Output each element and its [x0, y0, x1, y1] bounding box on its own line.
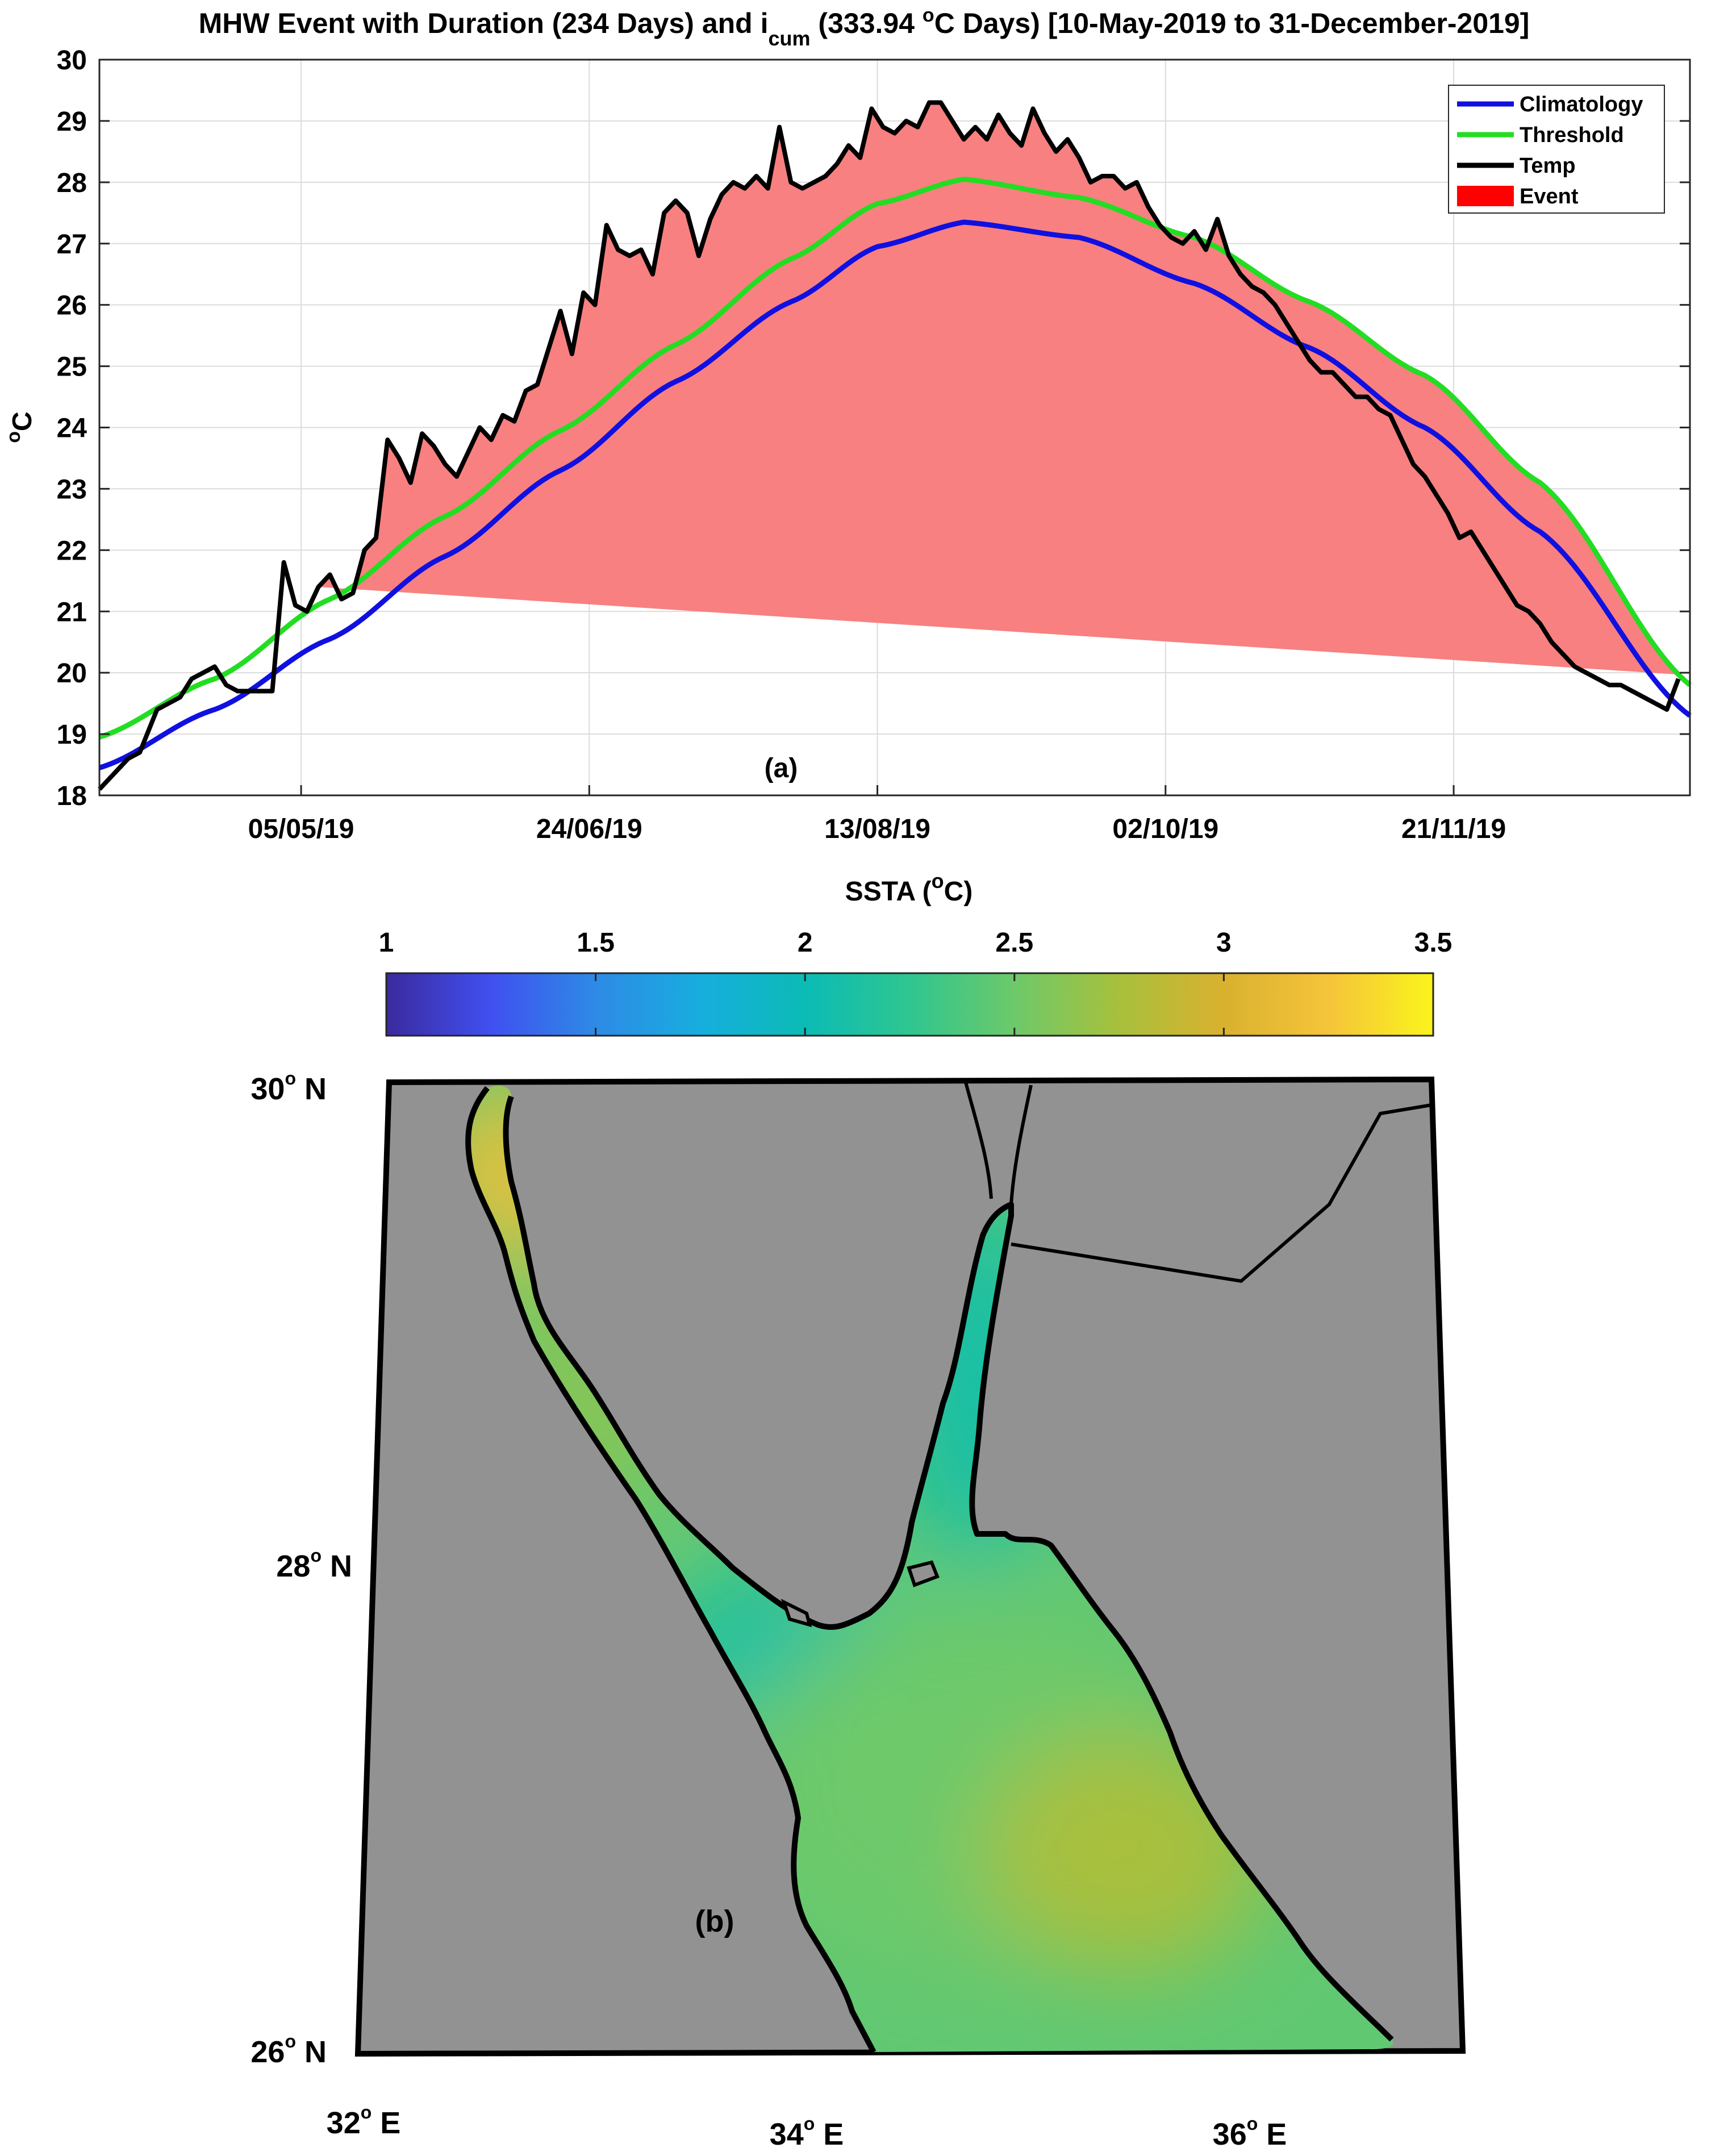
legend: Climatology Threshold Temp Event: [1448, 85, 1665, 214]
panel-label-a: (a): [765, 753, 798, 783]
x-tick-label: 02/10/19: [1112, 814, 1218, 844]
colorbar-ramp: [385, 972, 1434, 1037]
y-tick-label: 21: [57, 597, 87, 627]
sinai-border: [964, 1082, 993, 1199]
colorbar: 1 1.5 2 2.5 3 3.5: [379, 928, 1452, 1037]
y-tick-label: 20: [57, 658, 87, 689]
island: [780, 1599, 812, 1628]
legend-temp-label: Temp: [1520, 154, 1576, 178]
y-tick-label: 22: [57, 536, 87, 566]
sst-anomaly-map: (b) 30o N 28o N 26o N 32o E 34o E 36o E: [251, 1068, 1466, 2151]
jordan-border: [1009, 1085, 1033, 1205]
lon-label: 34o E: [770, 2113, 844, 2151]
y-tick-label: 29: [57, 107, 87, 137]
lon-label: 36o E: [1213, 2113, 1287, 2151]
y-tick-label: 23: [57, 474, 87, 504]
threshold-line: [98, 176, 1692, 740]
y-tick-label: 30: [57, 45, 87, 76]
lat-label: 30o N: [251, 1068, 327, 1106]
legend-event-label: Event: [1520, 185, 1579, 208]
lat-label: 28o N: [276, 1545, 352, 1583]
longitude-labels: 32o E 34o E 36o E: [327, 2102, 1287, 2151]
legend-event-swatch: [1457, 186, 1514, 206]
colorbar-tick-label: 3: [1216, 928, 1232, 958]
saudi-border: [1011, 1103, 1432, 1283]
panel-label-b: (b): [695, 1904, 734, 1938]
y-axis: 18 19 20 21 22 23 24 25 26 27 28 29 30: [57, 45, 1690, 811]
y-axis-label: oC: [3, 411, 37, 443]
colorbar-tick-label: 1.5: [577, 928, 615, 958]
colorbar-tick-label: 3.5: [1414, 928, 1452, 958]
climatology-line: [98, 219, 1692, 770]
chart-title: MHW Event with Duration (234 Days) and i…: [199, 5, 1530, 50]
reef-island: [907, 1560, 940, 1587]
colorbar-tick-label: 2: [798, 928, 813, 958]
y-tick-label: 18: [57, 781, 87, 811]
y-tick-label: 27: [57, 230, 87, 260]
legend-threshold-label: Threshold: [1520, 123, 1624, 147]
x-tick-label: 05/05/19: [248, 814, 354, 844]
legend-climatology-label: Climatology: [1520, 93, 1643, 116]
latitude-labels: 30o N 28o N 26o N: [251, 1068, 352, 2069]
timeseries-plot: 18 19 20 21 22 23 24 25 26 27 28 29 30 05/05/19 24/06…: [3, 45, 1692, 844]
x-axis: 05/05/19 24/06/19 13/08/19 02/10/19 21/11/19: [248, 785, 1506, 844]
colorbar-title: SSTA (oC): [845, 869, 973, 907]
temp-line: [98, 100, 1681, 791]
y-tick-label: 26: [57, 291, 87, 321]
y-tick-label: 28: [57, 168, 87, 198]
lat-label: 26o N: [251, 2031, 327, 2069]
colorbar-tick-label: 1: [379, 928, 394, 958]
x-tick-label: 21/11/19: [1401, 814, 1506, 844]
x-tick-label: 13/08/19: [824, 814, 930, 844]
y-tick-label: 19: [57, 720, 87, 750]
lon-label: 32o E: [327, 2102, 401, 2140]
x-tick-label: 24/06/19: [536, 814, 642, 844]
coastline: [465, 1086, 1394, 2054]
y-tick-label: 24: [57, 414, 87, 444]
y-tick-label: 25: [57, 352, 87, 382]
colorbar-tick-label: 2.5: [995, 928, 1033, 958]
colorbar-ticks: 1 1.5 2 2.5 3 3.5: [379, 928, 1452, 1036]
